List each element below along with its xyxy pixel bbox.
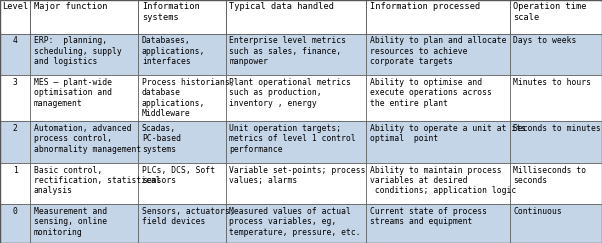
Text: Minutes to hours: Minutes to hours — [514, 78, 591, 87]
Text: PLCs, DCS, Soft
sensors: PLCs, DCS, Soft sensors — [142, 165, 215, 185]
Text: Measurement and
sensing, online
monitoring: Measurement and sensing, online monitori… — [34, 207, 107, 237]
Text: Ability to optimise and
execute operations across
the entire plant: Ability to optimise and execute operatio… — [370, 78, 491, 108]
Text: Databases,
applications,
interfaces: Databases, applications, interfaces — [142, 36, 205, 66]
Bar — [0, 75, 30, 121]
Text: Days to weeks: Days to weeks — [514, 36, 577, 45]
Text: 0: 0 — [13, 207, 17, 216]
Bar — [138, 34, 226, 75]
Text: Measured values of actual
process variables, eg,
temperature, pressure, etc.: Measured values of actual process variab… — [229, 207, 361, 237]
Bar — [138, 121, 226, 163]
Text: Level: Level — [2, 2, 28, 11]
Text: 2: 2 — [13, 124, 17, 133]
Text: Current state of process
streams and equipment: Current state of process streams and equ… — [370, 207, 486, 226]
Text: 4: 4 — [13, 36, 17, 45]
Bar — [366, 163, 510, 204]
Text: Continuous: Continuous — [514, 207, 562, 216]
Bar — [138, 0, 226, 34]
Bar — [510, 163, 602, 204]
Text: Ability to maintain process
variables at desired
 conditions; application logic: Ability to maintain process variables at… — [370, 165, 516, 195]
Text: Information
systems: Information systems — [142, 2, 199, 22]
Text: Unit operation targets;
metrics of level 1 control
performance: Unit operation targets; metrics of level… — [229, 124, 356, 154]
Bar — [510, 75, 602, 121]
Text: Sensors, actuators,
field devices: Sensors, actuators, field devices — [142, 207, 234, 226]
Bar — [30, 0, 138, 34]
Bar — [510, 121, 602, 163]
Text: Variable set-points; process
values; alarms: Variable set-points; process values; ala… — [229, 165, 366, 185]
Text: ERP:  planning,
scheduling, supply
and logistics: ERP: planning, scheduling, supply and lo… — [34, 36, 122, 66]
Bar — [226, 75, 366, 121]
Bar — [366, 34, 510, 75]
Text: Milliseconds to
seconds: Milliseconds to seconds — [514, 165, 586, 185]
Bar — [138, 163, 226, 204]
Text: Major function: Major function — [34, 2, 107, 11]
Text: Seconds to minutes: Seconds to minutes — [514, 124, 601, 133]
Text: Typical data handled: Typical data handled — [229, 2, 334, 11]
Bar — [30, 34, 138, 75]
Bar — [226, 163, 366, 204]
Text: MES – plant-wide
optimisation and
management: MES – plant-wide optimisation and manage… — [34, 78, 112, 108]
Text: Automation, advanced
process control,
abnormality management: Automation, advanced process control, ab… — [34, 124, 141, 154]
Bar — [138, 204, 226, 243]
Bar — [30, 121, 138, 163]
Bar — [0, 121, 30, 163]
Text: Ability to plan and allocate
resources to achieve
corporate targets: Ability to plan and allocate resources t… — [370, 36, 506, 66]
Bar — [0, 163, 30, 204]
Bar — [0, 0, 30, 34]
Text: 3: 3 — [13, 78, 17, 87]
Text: Basic control,
rectification, statistical
analysis: Basic control, rectification, statistica… — [34, 165, 161, 195]
Bar — [510, 0, 602, 34]
Text: Plant operational metrics
such as production,
inventory , energy: Plant operational metrics such as produc… — [229, 78, 351, 108]
Bar — [226, 121, 366, 163]
Bar — [30, 163, 138, 204]
Bar — [226, 0, 366, 34]
Bar — [366, 75, 510, 121]
Text: Enterprise level metrics
such as sales, finance,
manpower: Enterprise level metrics such as sales, … — [229, 36, 346, 66]
Bar — [226, 204, 366, 243]
Bar — [510, 34, 602, 75]
Bar — [366, 0, 510, 34]
Text: Operation time
scale: Operation time scale — [514, 2, 587, 22]
Text: 1: 1 — [13, 165, 17, 174]
Text: Process historians,
database
applications,
Middleware: Process historians, database application… — [142, 78, 234, 118]
Bar — [138, 75, 226, 121]
Bar — [510, 204, 602, 243]
Text: Ability to operate a unit at its
optimal  point: Ability to operate a unit at its optimal… — [370, 124, 526, 143]
Bar — [0, 34, 30, 75]
Text: Information processed: Information processed — [370, 2, 480, 11]
Bar — [30, 204, 138, 243]
Bar — [30, 75, 138, 121]
Bar — [366, 204, 510, 243]
Bar — [226, 34, 366, 75]
Text: Scadas,
PC-based
systems: Scadas, PC-based systems — [142, 124, 181, 154]
Bar — [366, 121, 510, 163]
Bar — [0, 204, 30, 243]
